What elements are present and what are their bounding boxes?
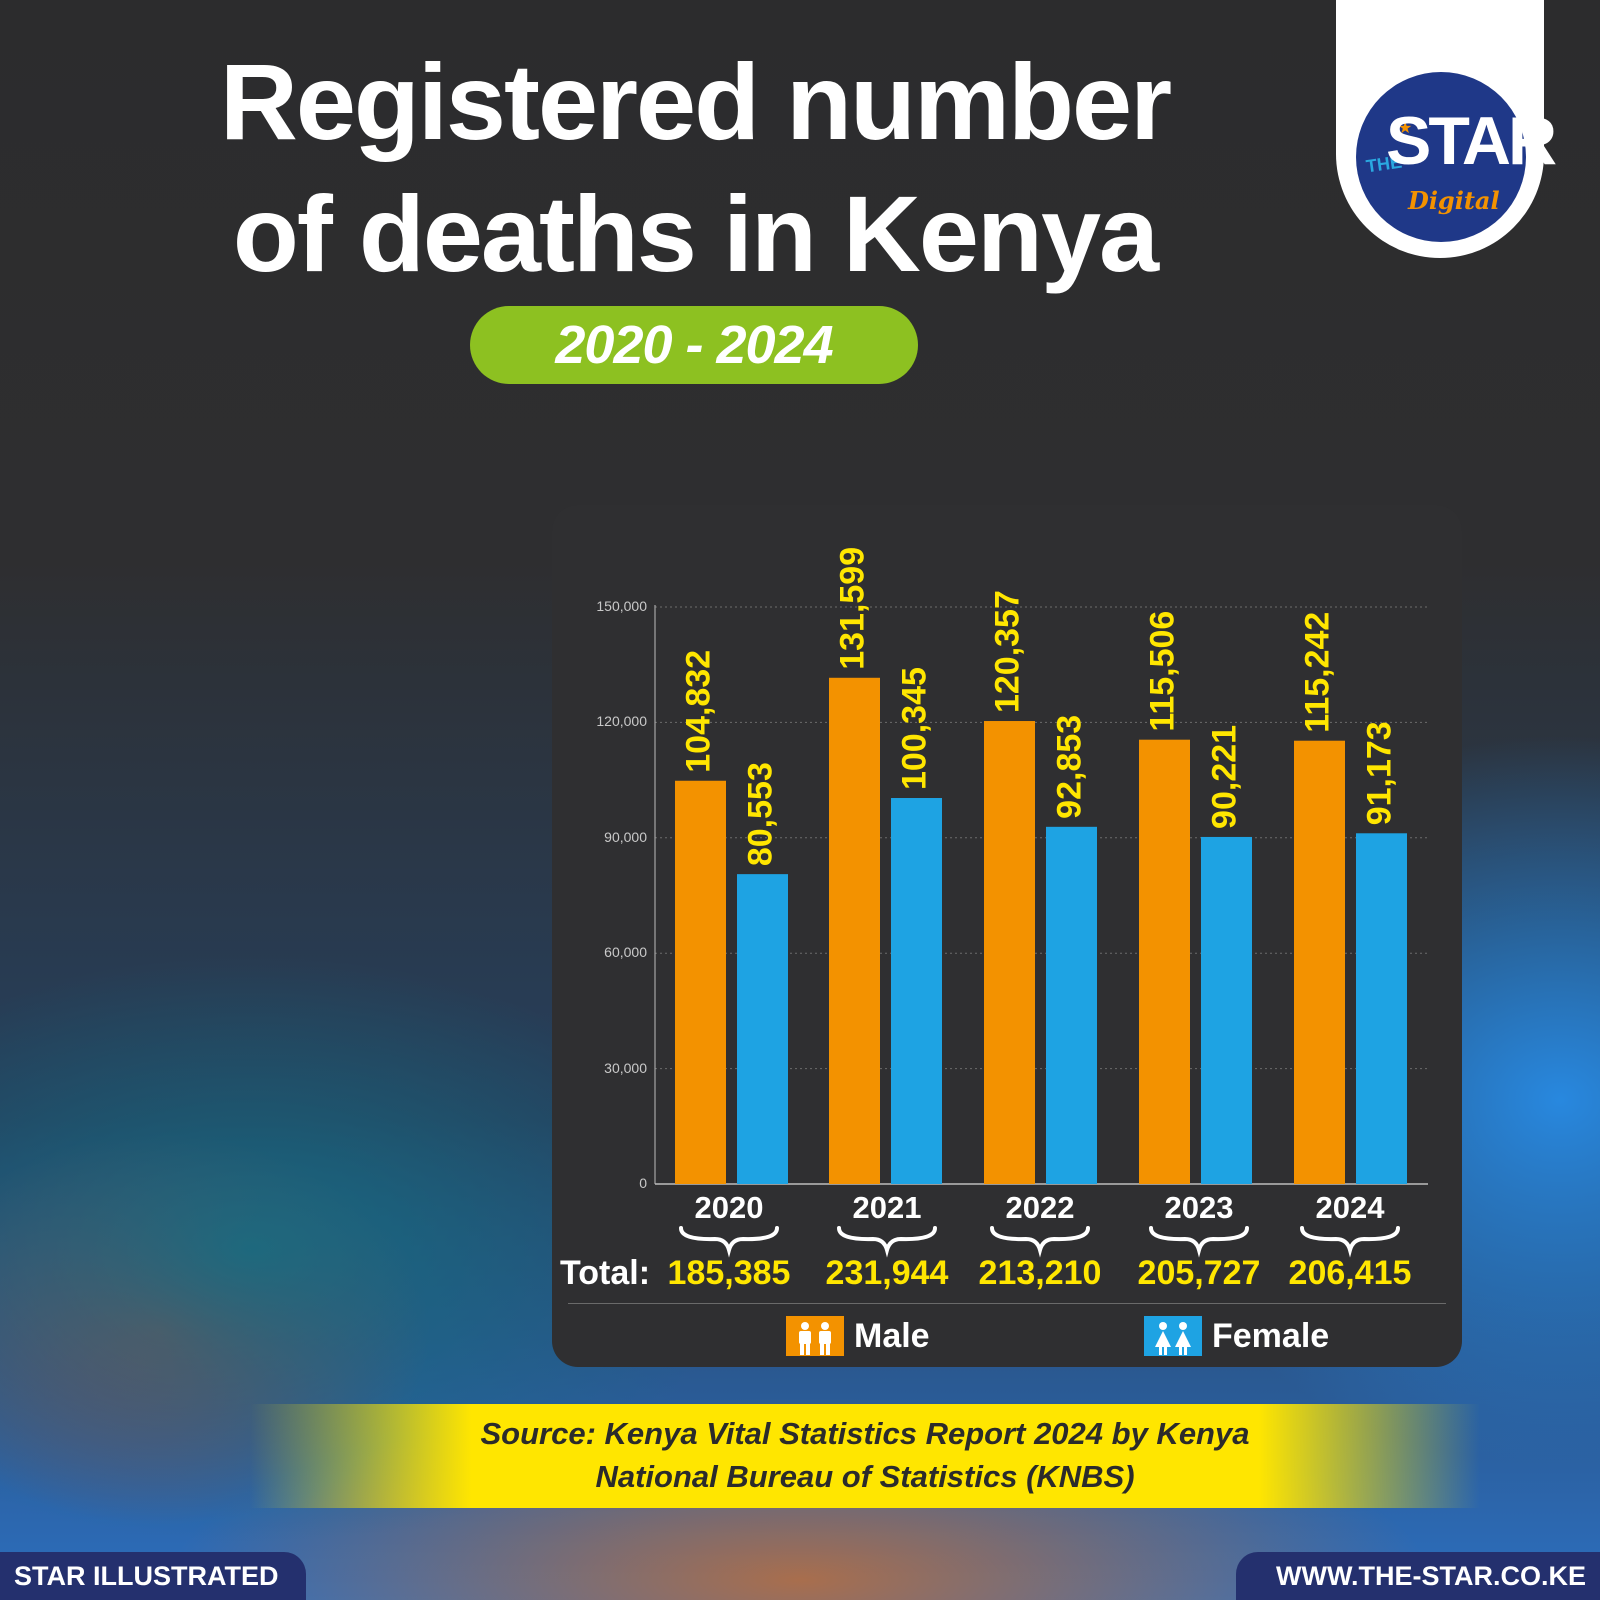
x-tick-label-2020: 2020 [694,1190,764,1225]
x-tick-label-2021: 2021 [852,1190,922,1225]
footer-brand: STAR ILLUSTRATED [0,1552,306,1600]
source-line-1: Source: Kenya Vital Statistics Report 20… [480,1416,1250,1451]
male-people-icon [786,1316,844,1356]
x-tick-label-2022: 2022 [1005,1190,1075,1225]
x-tick-label-2023: 2023 [1164,1190,1234,1225]
chart-card [552,505,1462,1367]
y-tick-label: 90,000 [604,828,647,845]
legend-label-female: Female [1212,1316,1330,1355]
total-value-2022: 213,210 [978,1254,1102,1292]
total-value-2020: 185,385 [667,1254,791,1292]
totals-label: Total: [560,1254,651,1292]
period-badge: 2020 - 2024 [470,306,918,384]
y-tick-label: 0 [639,1175,647,1191]
x-tick-label-2024: 2024 [1315,1190,1385,1225]
legend-item-female: Female [1144,1314,1329,1358]
footer-website-link[interactable]: WWW.THE-STAR.CO.KE [1236,1552,1600,1600]
total-value-2021: 231,944 [825,1254,949,1292]
logo-digital-text: Digital [1408,186,1500,215]
female-people-icon [1144,1316,1202,1356]
y-tick-label: 120,000 [596,713,647,730]
the-star-logo: THE ★ STAR Digital [1356,72,1557,242]
total-value-2023: 205,727 [1137,1254,1261,1292]
y-tick-label: 60,000 [604,944,647,961]
legend-divider [568,1303,1446,1304]
page-title: Registered number of deaths in Kenya [150,36,1240,300]
logo-star-text: STAR [1386,103,1557,179]
source-banner: Source: Kenya Vital Statistics Report 20… [250,1404,1480,1508]
legend-label-male: Male [854,1316,930,1355]
logo-tab: THE ★ STAR Digital [1336,0,1557,258]
title-line-2: of deaths in Kenya [232,173,1159,294]
legend-item-male: Male [786,1314,930,1358]
y-tick-label: 150,000 [596,598,647,614]
total-value-2024: 206,415 [1288,1254,1412,1292]
title-line-1: Registered number [219,41,1172,162]
source-line-2: National Bureau of Statistics (KNBS) [595,1459,1135,1494]
logo-star-icon: ★ [1398,120,1413,137]
y-tick-label: 30,000 [604,1059,647,1076]
